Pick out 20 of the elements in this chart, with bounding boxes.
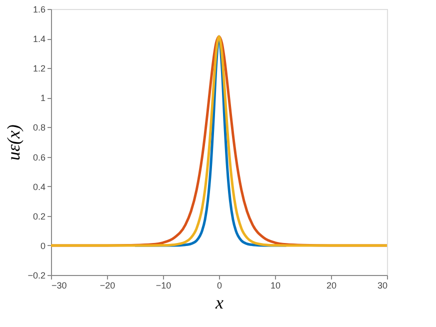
x-axis-title: x [214,292,224,312]
x-tick-label: −30 [52,280,67,290]
y-tick-label: 1 [40,93,46,104]
y-tick-label: 0.4 [32,182,46,192]
y-tick-label: 0 [40,240,46,251]
y-tick-label: 0.6 [32,152,46,162]
y-tick-label: 0.8 [32,122,46,133]
line-series [51,35,387,247]
x-tick-label: 30 [377,280,388,290]
y-axis-title: uε(x) [4,124,24,161]
x-tick-label: −10 [156,280,172,290]
y-tick-label: 1.4 [32,34,46,44]
x-tick-label: −20 [100,280,116,290]
x-tick-label: 0 [216,280,222,290]
y-tick-label: 1.2 [32,64,46,74]
x-tick-label: 20 [326,280,337,290]
y-tick-label: 1.6 [32,4,46,14]
y-tick-label: 0.2 [32,211,46,222]
y-tick-label: −0.2 [28,270,46,280]
x-tick-label: 10 [270,280,281,290]
